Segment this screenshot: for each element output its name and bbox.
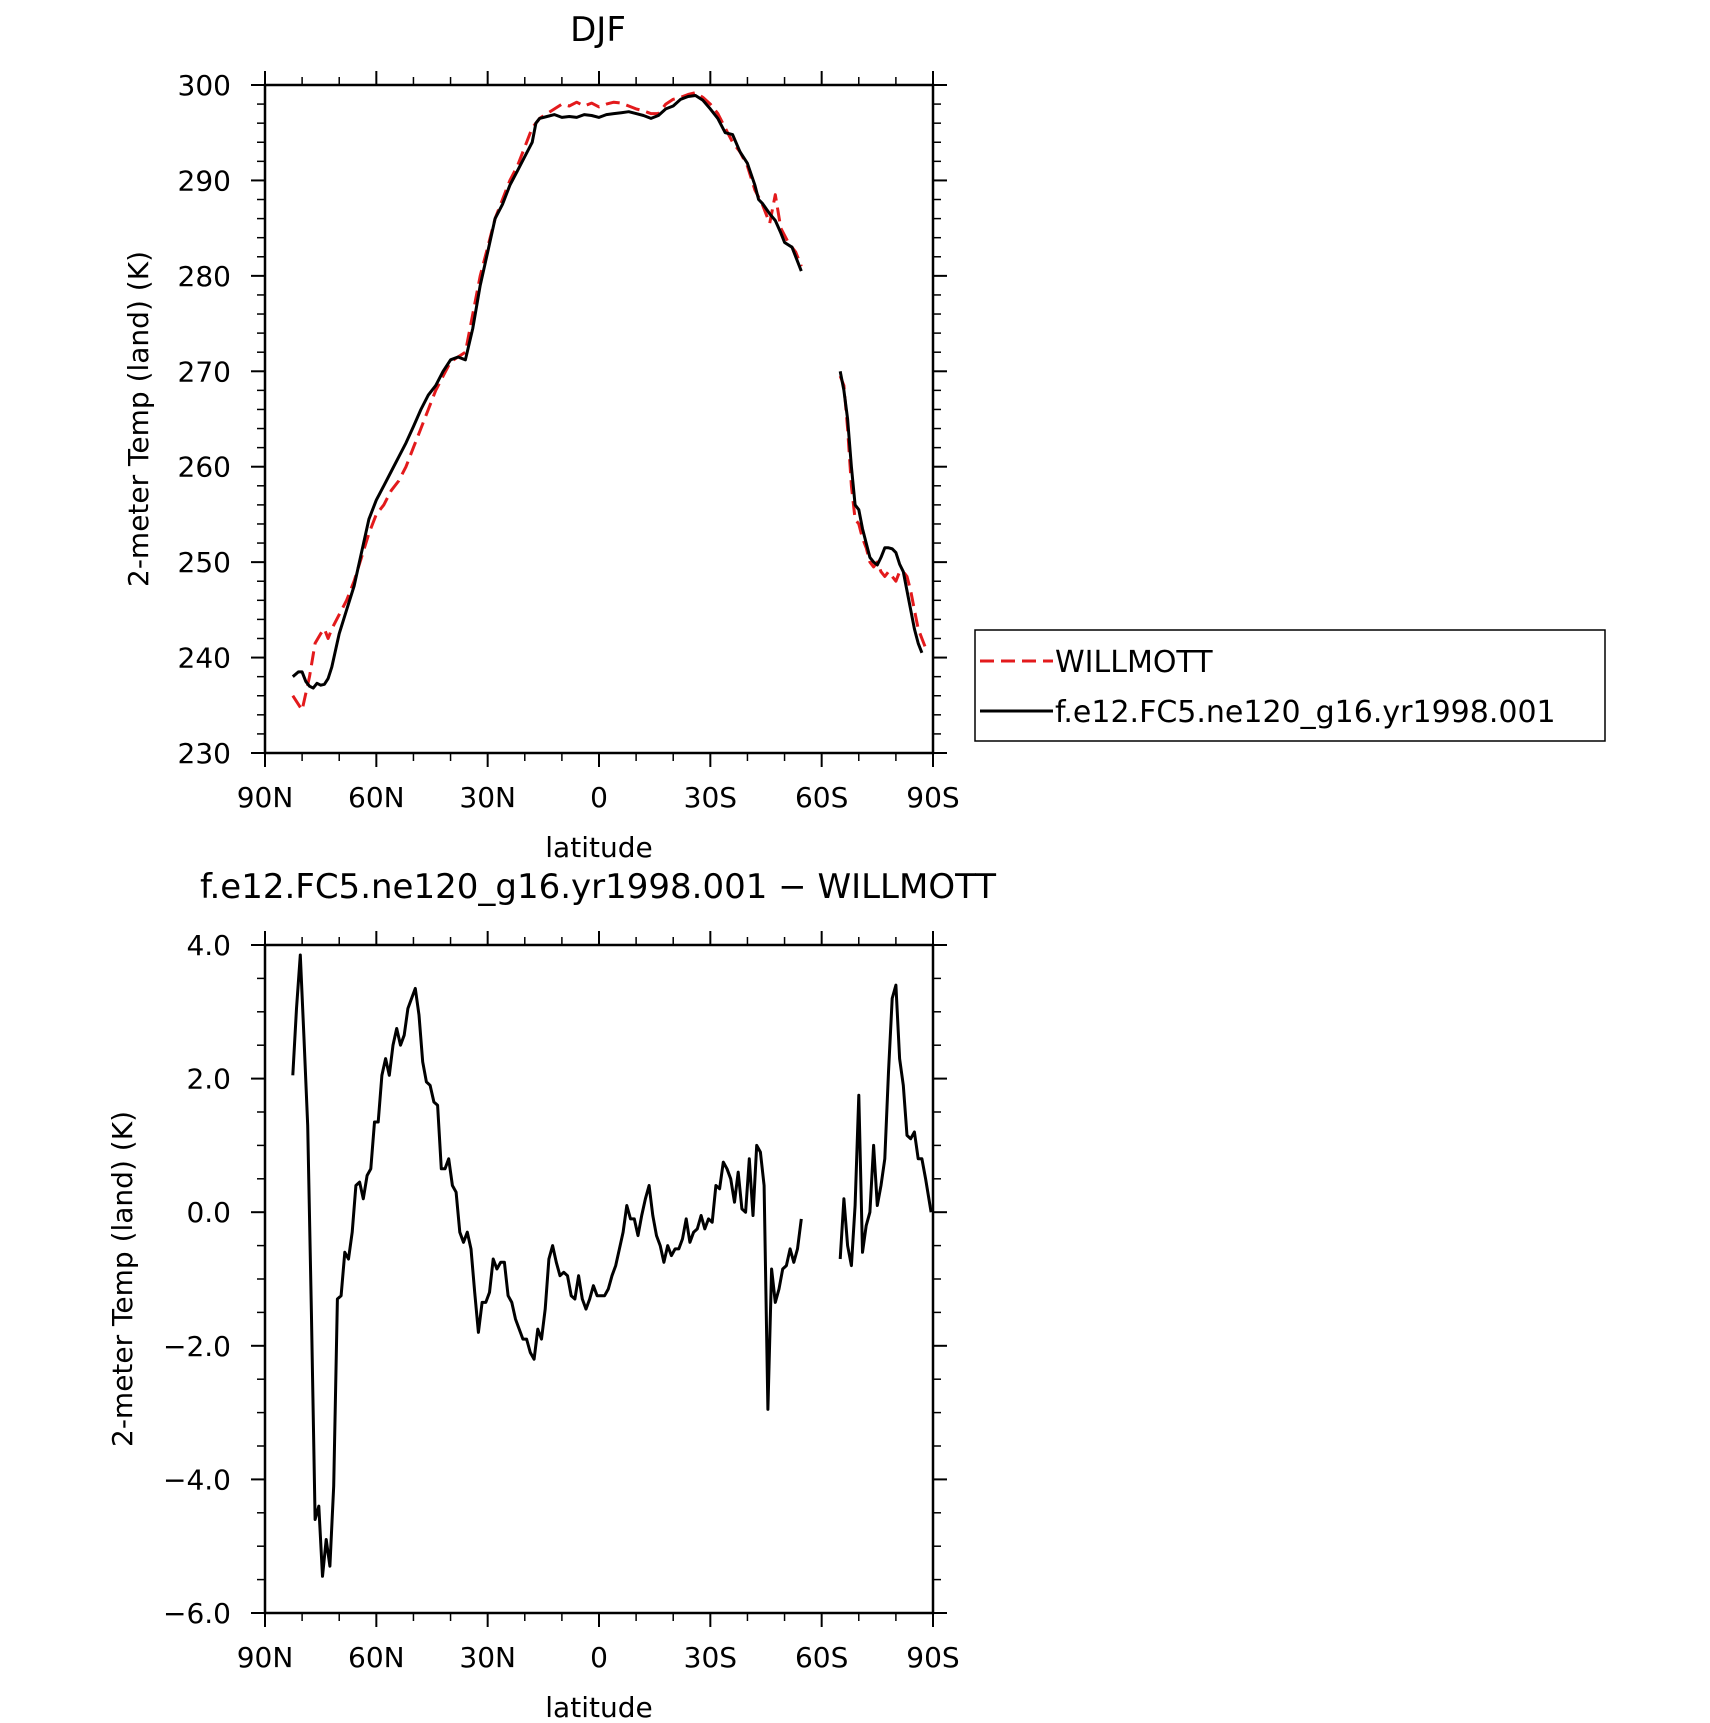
bottom-x-tick-label: 30N	[459, 1641, 516, 1674]
top-series	[291, 91, 927, 712]
legend-label-willmott: WILLMOTT	[1055, 645, 1213, 680]
top-panel: DJF 230 240 250 260 270 280 290 300 90N 60N 30N 0 3…	[122, 10, 960, 864]
top-y-tick-label: 300	[178, 69, 231, 102]
top-y-tick-labels: 230 240 250 260 270 280 290 300	[178, 69, 231, 770]
bottom-y-axis-label: 2-meter Temp (land) (K)	[106, 1111, 139, 1447]
bottom-y-tick-label: 4.0	[186, 929, 231, 962]
bottom-x-tick-label: 60S	[795, 1641, 848, 1674]
top-x-tick-label: 60S	[795, 781, 848, 814]
legend-box	[974, 629, 1606, 742]
bottom-x-tick-label: 30S	[684, 1641, 737, 1674]
top-x-tick-label: 30N	[459, 781, 516, 814]
top-plot-frame	[263, 83, 935, 755]
top-y-axis-label: 2-meter Temp (land) (K)	[122, 251, 155, 587]
bottom-x-tick-labels: 90N 60N 30N 0 30S 60S 90S	[237, 1641, 960, 1674]
top-series-willmott-line-2	[838, 375, 927, 649]
bottom-series-model-line-2	[838, 983, 933, 1268]
top-x-tick-label: 90S	[906, 781, 959, 814]
bottom-series-model-line-1	[291, 953, 803, 1578]
top-y-tick-label: 280	[178, 260, 231, 293]
top-series-model-line-1	[291, 94, 803, 690]
bottom-ticks	[251, 931, 947, 1627]
top-y-tick-label: 230	[178, 737, 231, 770]
bottom-title: f.e12.FC5.ne120_g16.yr1998.001 − WILLMOT…	[200, 867, 996, 907]
top-title: DJF	[570, 10, 626, 50]
bottom-panel: f.e12.FC5.ne120_g16.yr1998.001 − WILLMOT…	[106, 867, 996, 1723]
top-x-tick-labels: 90N 60N 30N 0 30S 60S 90S	[237, 781, 960, 814]
bottom-x-tick-label: 90N	[237, 1641, 294, 1674]
bottom-y-tick-label: 2.0	[186, 1063, 231, 1096]
bottom-x-axis-label: latitude	[545, 1691, 652, 1723]
top-y-tick-label: 250	[178, 546, 231, 579]
top-y-tick-label: 270	[178, 355, 231, 388]
bottom-x-tick-label: 0	[590, 1641, 608, 1674]
bottom-y-tick-label: −6.0	[163, 1597, 231, 1630]
bottom-y-tick-label: −2.0	[163, 1330, 231, 1363]
bottom-x-tick-label: 90S	[906, 1641, 959, 1674]
top-y-tick-label: 260	[178, 451, 231, 484]
bottom-y-tick-labels: 4.0 2.0 0.0 −2.0 −4.0 −6.0	[163, 929, 231, 1630]
bottom-x-tick-label: 60N	[348, 1641, 405, 1674]
top-y-tick-label: 290	[178, 164, 231, 197]
bottom-series	[291, 953, 933, 1578]
legend: WILLMOTT f.e12.FC5.ne120_g16.yr1998.001	[974, 629, 1606, 742]
top-x-tick-label: 90N	[237, 781, 294, 814]
top-x-tick-label: 0	[590, 781, 608, 814]
top-x-tick-label: 30S	[684, 781, 737, 814]
top-series-willmott-line-1	[291, 91, 803, 712]
top-ticks	[251, 71, 947, 767]
bottom-plot-frame	[263, 943, 935, 1615]
top-x-axis-label: latitude	[545, 831, 652, 864]
top-series-model-line-2	[838, 371, 924, 654]
bottom-y-tick-label: −4.0	[163, 1463, 231, 1496]
legend-label-model: f.e12.FC5.ne120_g16.yr1998.001	[1055, 695, 1556, 730]
top-x-tick-label: 60N	[348, 781, 405, 814]
bottom-y-tick-label: 0.0	[186, 1196, 231, 1229]
top-y-tick-label: 240	[178, 642, 231, 675]
